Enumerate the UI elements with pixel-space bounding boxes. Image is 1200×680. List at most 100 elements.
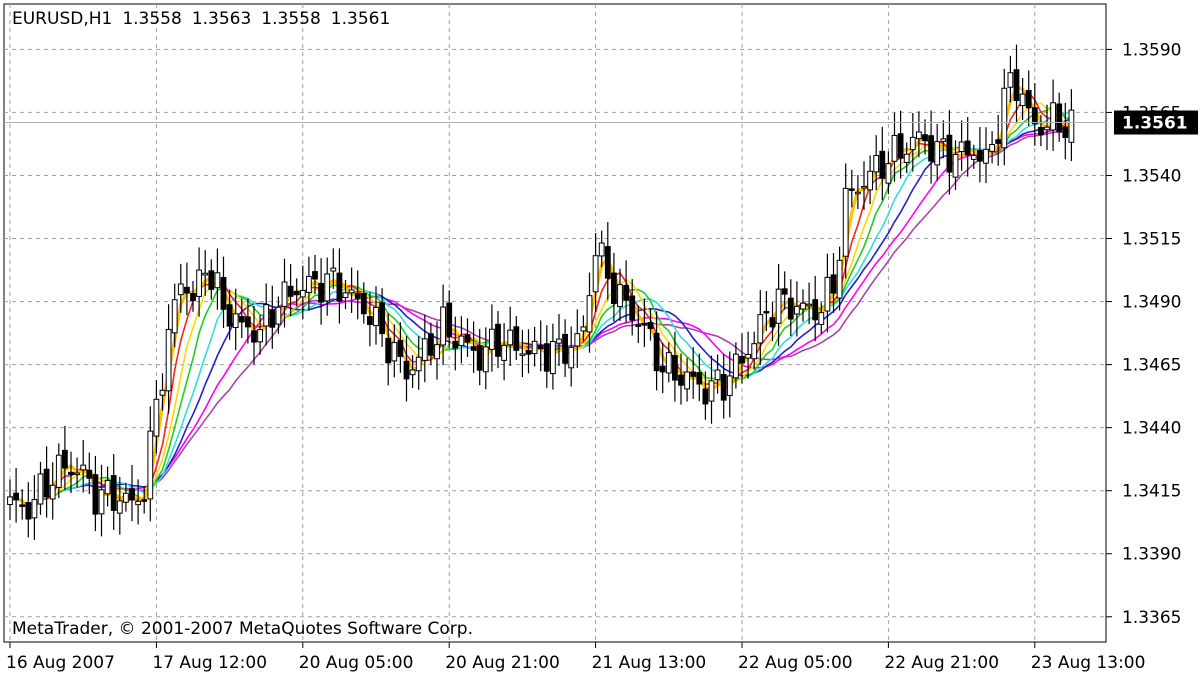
candle-body xyxy=(428,333,434,356)
grid xyxy=(4,4,1106,642)
candle-body xyxy=(690,371,697,377)
candle-body xyxy=(763,310,770,314)
candle-body xyxy=(1038,126,1044,136)
candle-body xyxy=(513,326,520,351)
candle-body xyxy=(86,469,93,479)
candle-body xyxy=(482,346,489,373)
candle-body xyxy=(55,454,62,488)
candle-body xyxy=(739,355,745,364)
candle-body xyxy=(116,500,123,514)
candle-body xyxy=(726,375,733,396)
candle-body xyxy=(604,246,611,279)
watermark: MetaTrader, © 2001-2007 MetaQuotes Softw… xyxy=(12,619,473,639)
candle-body xyxy=(665,352,672,374)
candle-body xyxy=(196,269,202,297)
candle-body xyxy=(702,388,709,405)
candle-body xyxy=(190,293,196,302)
candle-body xyxy=(696,372,703,385)
candle-body xyxy=(757,314,764,344)
candle-body xyxy=(281,281,288,307)
y-tick-label: 1.3590 xyxy=(1122,40,1181,60)
candle-body xyxy=(208,270,215,290)
candle-body xyxy=(25,502,32,520)
candle-body xyxy=(342,292,349,299)
candle-body xyxy=(775,288,782,324)
candle-body xyxy=(446,302,453,337)
candle-body xyxy=(733,353,739,379)
candle-body xyxy=(123,492,129,503)
candle-body xyxy=(1025,89,1032,109)
header-low: 1.3558 xyxy=(261,9,320,29)
candle-body xyxy=(31,499,38,519)
y-tick-label: 1.3415 xyxy=(1122,482,1181,502)
candle-body xyxy=(415,356,422,372)
candle-body xyxy=(49,484,56,500)
candle-body xyxy=(348,289,355,294)
candle-body xyxy=(287,285,294,297)
candle-body xyxy=(659,365,666,373)
candle-body xyxy=(184,286,190,294)
y-tick-label: 1.3440 xyxy=(1122,419,1181,439)
candle-body xyxy=(989,143,996,152)
candle-body xyxy=(562,333,569,364)
candle-body xyxy=(135,500,141,506)
candle-body xyxy=(1050,102,1056,131)
x-tick-label: 17 Aug 12:00 xyxy=(152,653,267,673)
candle-body xyxy=(269,309,276,328)
candle-body xyxy=(330,267,337,272)
candle-body xyxy=(68,471,74,475)
candle-body xyxy=(958,141,965,152)
current-price-box xyxy=(1114,110,1198,135)
candle-body xyxy=(74,472,80,476)
candle-body xyxy=(635,324,642,327)
x-tick-label: 22 Aug 05:00 xyxy=(738,653,853,673)
candle-body xyxy=(141,499,148,502)
candle-body xyxy=(842,187,849,257)
candle-body xyxy=(580,326,587,332)
candle-body xyxy=(177,283,184,296)
candle-body xyxy=(623,285,630,301)
y-tick-label: 1.3490 xyxy=(1122,293,1181,313)
candle-body xyxy=(458,335,465,346)
candle-body xyxy=(1019,93,1026,107)
candle-body xyxy=(873,154,880,173)
candle-body xyxy=(1062,126,1069,139)
candle-body xyxy=(7,496,13,506)
candle-body xyxy=(787,297,794,320)
candle-body xyxy=(781,288,788,295)
candle-body xyxy=(885,163,892,184)
candle-body xyxy=(867,170,874,191)
candle-body xyxy=(220,276,227,310)
candle-body xyxy=(37,473,44,505)
candle-body xyxy=(928,135,935,162)
candle-body xyxy=(861,186,867,189)
candle-body xyxy=(238,316,245,323)
candle-body xyxy=(519,353,526,356)
header-text: EURUSD,H1 1.3558 1.3563 1.3558 1.3561 xyxy=(12,9,390,29)
candle-body xyxy=(556,338,562,344)
candle-body xyxy=(80,464,87,471)
y-tick-label: 1.3365 xyxy=(1122,608,1181,628)
candle-body xyxy=(159,389,166,396)
current-price-marker: 1.3561 xyxy=(4,110,1198,135)
candle-body xyxy=(1007,72,1014,88)
candle-body xyxy=(714,369,721,381)
candle-body xyxy=(909,136,916,151)
header-open: 1.3558 xyxy=(122,9,181,29)
candle-body xyxy=(983,148,989,164)
y-tick-label: 1.3540 xyxy=(1122,166,1181,186)
candle-body xyxy=(1068,109,1075,143)
candle-body xyxy=(720,373,727,401)
candle-body xyxy=(531,340,538,355)
candle-body xyxy=(165,328,172,392)
candle-body xyxy=(373,306,379,327)
candle-body xyxy=(354,293,361,299)
candle-body xyxy=(934,141,941,166)
candle-body xyxy=(611,272,617,305)
candle-body xyxy=(43,468,50,498)
candle-body xyxy=(995,139,1002,144)
candle-body xyxy=(794,305,800,315)
candle-body xyxy=(409,369,416,376)
